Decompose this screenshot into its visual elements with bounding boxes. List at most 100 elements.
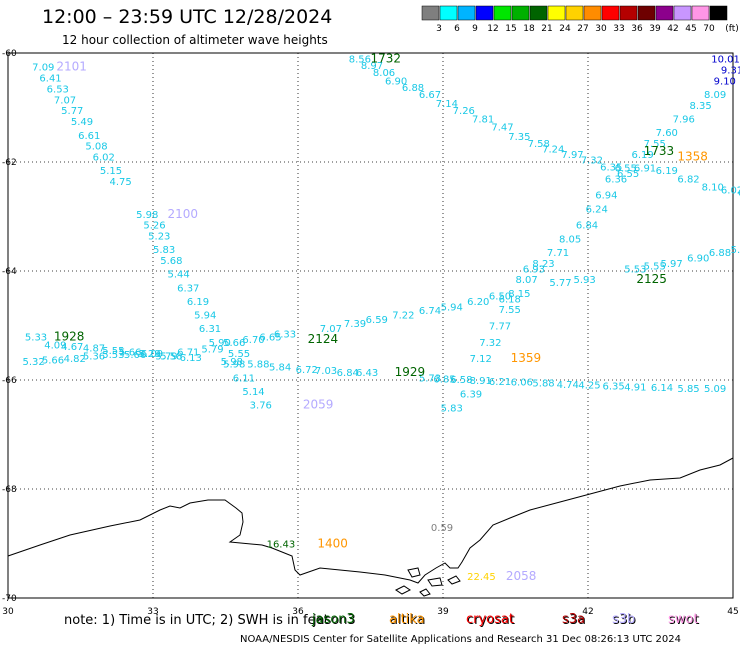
lat-tick-label: -66 [2,376,17,386]
lon-tick-label: 45 [727,607,738,617]
pass-time-label: 1358 [677,150,708,164]
wave-height-value: 5.98 [223,360,245,371]
wave-height-value: 22.45 [467,572,496,583]
legend-label: 42 [667,24,678,34]
wave-height-value: 6.55 [615,163,637,174]
wave-height-value: 7.39 [344,319,366,330]
wave-height-value: 5.77 [549,278,571,289]
wave-height-value: 5.94 [441,302,463,313]
map-title: 12:00 – 23:59 UTC 12/28/2024 [42,6,333,28]
lat-tick-label: -60 [2,49,17,59]
wave-height-value: 5.93 [574,275,596,286]
wave-height-value: 5.08 [85,142,107,153]
wave-height-value: 8.09 [704,90,726,101]
legend-label: 15 [505,24,516,34]
map-frame [7,52,734,599]
lat-tick-label: -62 [2,158,17,168]
lon-tick-label: 39 [437,607,449,617]
wave-height-value: 4.91 [624,383,646,394]
legend-label: 30 [595,24,607,34]
legend-label: 21 [541,24,552,34]
wave-height-value: 5.83 [153,245,175,256]
wave-height-value: 6.18 [499,294,521,305]
wave-height-value: 6.35 [603,381,625,392]
lon-tick-label: 42 [582,607,593,617]
wave-height-value: 6.90 [738,188,740,199]
legend-label: 9 [472,24,478,34]
wave-height-value: 6.19 [632,150,654,161]
lon-tick-label: 36 [292,607,304,617]
wave-height-value: 7.09 [32,63,54,74]
wave-height-value: 5.55 [228,349,250,360]
legend-label: 12 [487,24,498,34]
wave-height-value: 4.74 [557,380,579,391]
wave-height-value: 6.67 [419,90,441,101]
wave-height-value: 8.05 [559,234,581,245]
satellite-name-shadow: altika [390,613,426,628]
legend-swatch [529,5,548,21]
legend-label: 70 [703,24,715,34]
ice-island [427,577,443,587]
satellite-name-shadow: s3b [613,613,637,628]
wave-height-value: 6.53 [47,84,69,95]
wave-height-value: 6.90 [687,253,709,264]
legend-swatch [457,5,476,21]
satellite-s3a: s3a s3a [562,612,587,628]
wave-height-value: 6.39 [460,390,482,401]
wave-height-value: 5.98 [221,357,243,368]
wave-height-value: 6.71 [177,348,199,359]
satellite-name-shadow: jason3 [313,613,356,628]
legend-swatch [601,5,620,21]
units-note: note: 1) Time is in UTC; 2) SWH is in fe… [64,613,329,628]
wave-height-value: 4.67 [61,342,83,353]
wave-height-value: 5.15 [100,166,122,177]
wave-height-value: 5.97 [661,259,683,270]
satellite-name-shadow: s3a [563,613,587,628]
graticule [8,53,733,598]
wave-height-value: 16.43 [267,540,296,551]
wave-height-value: 5.88 [247,360,269,371]
wave-height-value: 5.77 [61,106,83,117]
wave-height-value: 7.71 [547,248,569,259]
satellite-name: jason3 [312,612,355,627]
wave-height-value: 5.26 [143,221,165,232]
wave-height-value: 7.60 [656,128,678,139]
wave-height-value: 3.76 [250,401,272,412]
legend-swatch [511,5,530,21]
wave-height-value: 5.55 [102,346,124,357]
pass-time-label: 2059 [303,398,334,412]
wave-height-value: 4.25 [578,380,600,391]
wave-height-value: 6.35 [600,162,622,173]
wave-height-value: 6.93 [523,264,545,275]
wave-height-value: 6.84 [337,368,359,379]
legend-swatch [421,5,440,21]
legend-label: 24 [559,24,571,34]
wave-height-value: 6.02 [93,153,115,164]
legend-swatch [547,5,566,21]
wave-height-value: 5.33 [25,332,47,343]
ice-island [395,585,411,595]
pass-time-label: 2124 [308,332,339,346]
wave-height-value: 6.58 [450,375,472,386]
satellite-name: s3a [562,612,586,627]
legend-swatch [439,5,458,21]
wave-height-value: 6.72 [296,365,318,376]
wave-height-value: 4.87 [83,343,105,354]
wave-height-value: 7.12 [470,354,492,365]
credit-line: NOAA/NESDIS Center for Satellite Applica… [240,634,682,645]
legend-label: 33 [613,24,624,34]
legend-label: 3 [436,24,442,34]
satellite-swot: swot swot [668,612,699,628]
wave-height-value: 5.79 [155,351,177,362]
pass-time-label: 1928 [54,329,85,343]
wave-height-value: 6.13 [180,353,202,364]
wave-height-values: 7.096.416.537.075.775.496.615.086.025.15… [23,51,740,583]
wave-height-value: 5.85 [677,384,699,395]
wave-height-value: 6.06 [511,378,533,389]
wave-height-value: 8.97 [361,61,383,72]
wave-height-value: 5.36 [83,351,105,362]
wave-height-value: 7.58 [528,139,550,150]
wave-height-value: 6.09 [141,349,163,360]
wave-height-value: 8.07 [516,275,538,286]
